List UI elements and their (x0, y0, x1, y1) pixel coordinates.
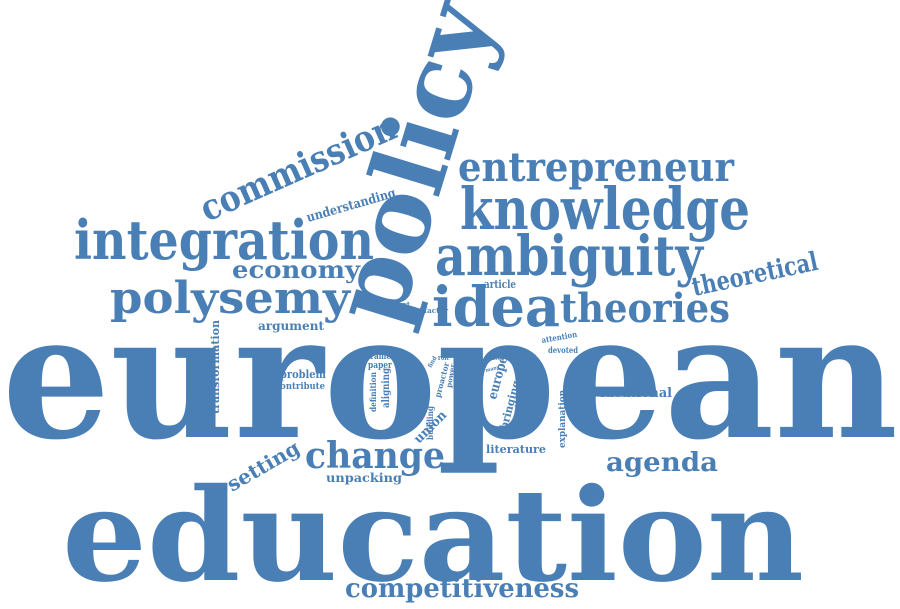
word-agenda: agenda (606, 448, 718, 478)
word-goal: goal (453, 348, 466, 356)
word-factor: factor (424, 306, 448, 315)
word-context: context (382, 300, 411, 309)
word-role: role (438, 353, 450, 362)
word-aligning: aligning (381, 368, 392, 408)
word-ambiguity: ambiguity (435, 223, 705, 288)
word-ideational: ideational (600, 386, 672, 401)
word-argument: argument (258, 319, 324, 333)
word-integration: integration (74, 208, 374, 272)
word-entrepreneur: entrepreneur (458, 144, 735, 191)
word-transformation: transformation (209, 320, 222, 414)
word-contribute: contribute (275, 382, 325, 392)
word-knowledge: knowledge (460, 175, 750, 243)
word-power: power (444, 363, 457, 389)
word-explanation: explanation (558, 390, 568, 448)
word-building: building (425, 406, 435, 440)
word-theories: theories (560, 285, 730, 332)
word-many: many (485, 364, 501, 374)
word-european: european (2, 275, 898, 478)
word-education: education (62, 461, 804, 609)
word-problem: problem (280, 368, 326, 381)
word-change: change (305, 435, 445, 477)
word-literature: literature (486, 443, 546, 456)
word-polysemy: polysemy (110, 273, 351, 324)
word-unpacking: unpacking (326, 471, 403, 485)
word-idea: idea (432, 274, 560, 339)
word-driver: driver (486, 353, 504, 362)
word-paper: paper (368, 361, 392, 371)
word-article: article (484, 278, 516, 291)
word-competitiveness: competitiveness (345, 574, 579, 604)
word-frame: frame (367, 352, 391, 362)
word-devoted: devoted (548, 345, 578, 355)
word-economy: economy (232, 255, 361, 284)
word-definition: definition (368, 372, 378, 412)
